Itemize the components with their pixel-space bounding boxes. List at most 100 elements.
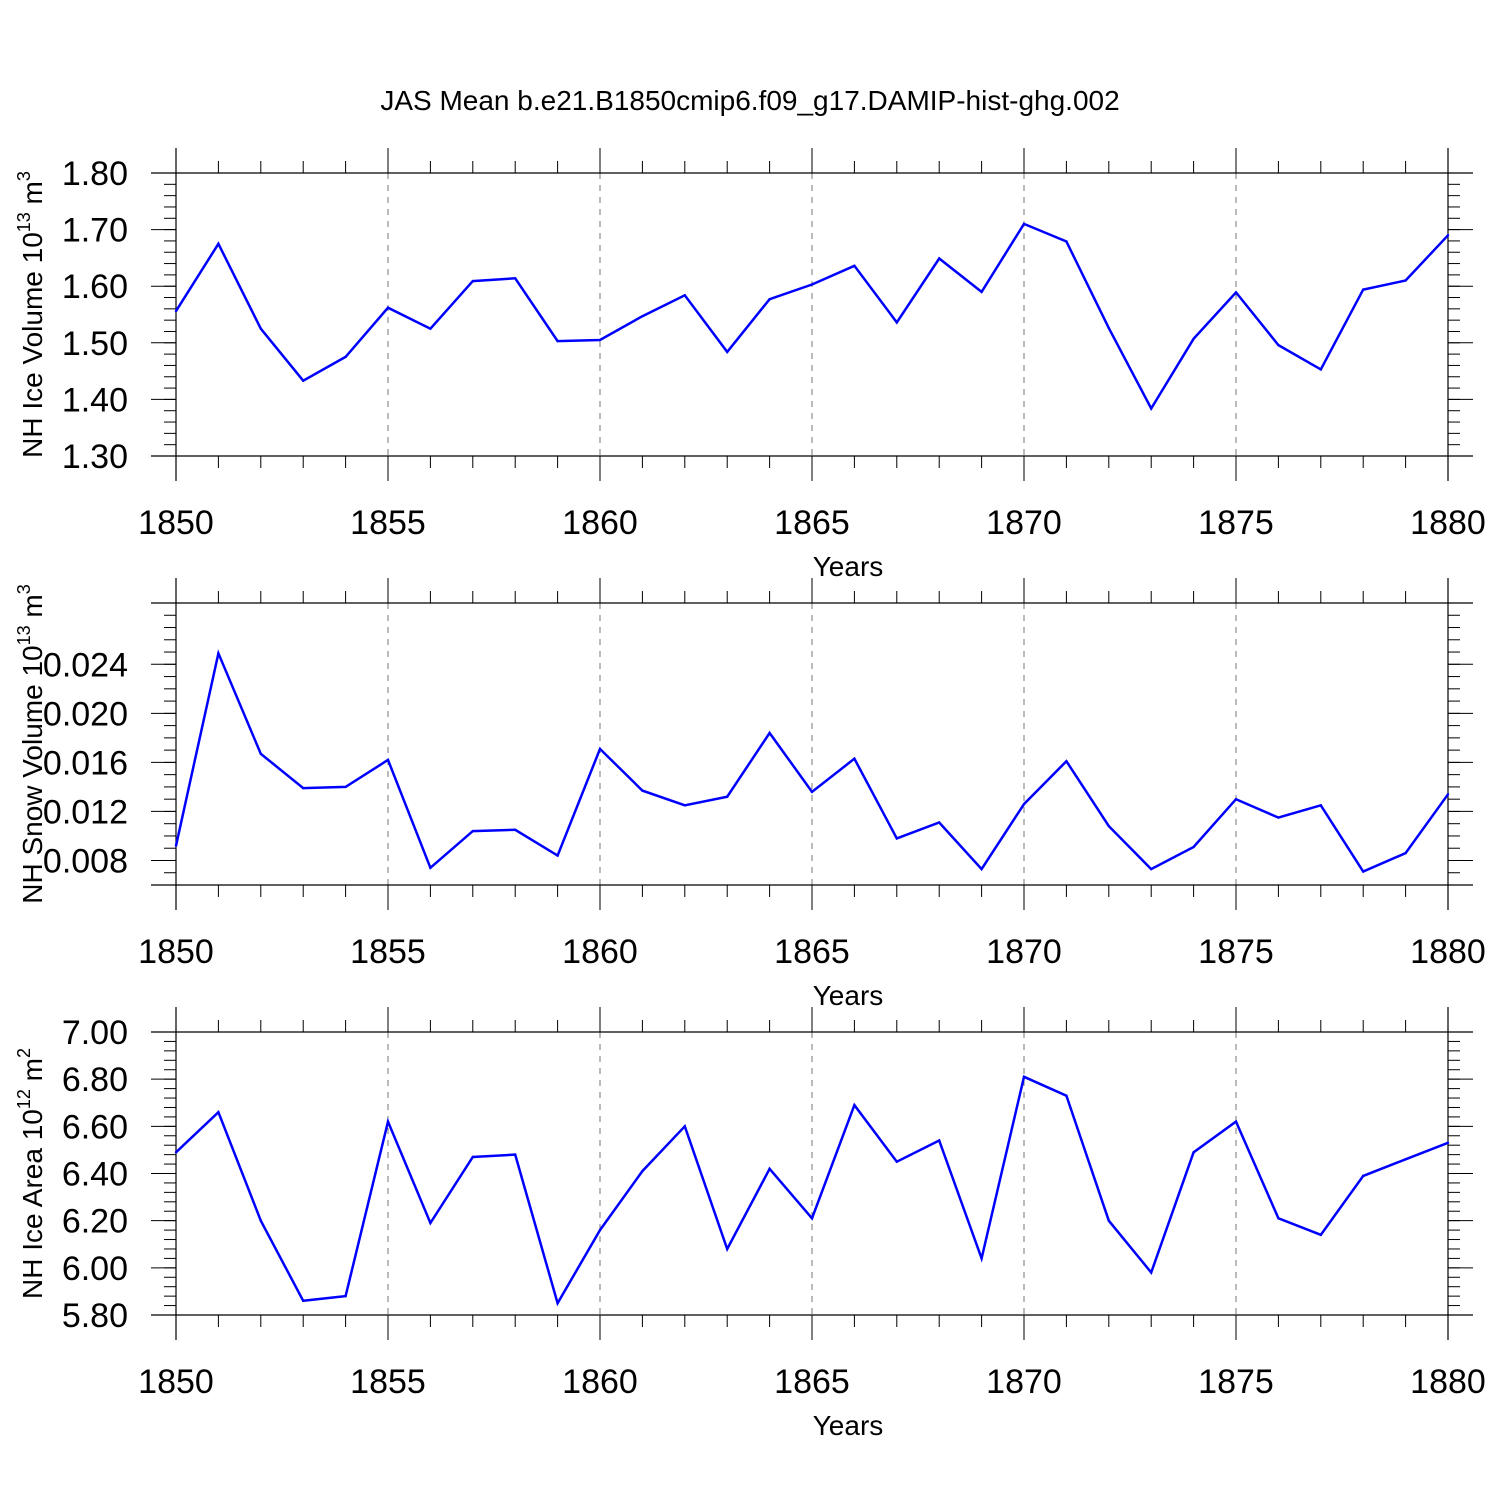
data-point bbox=[1277, 816, 1280, 819]
data-point bbox=[471, 1155, 474, 1159]
y-tick-label: 7.00 bbox=[62, 1014, 128, 1052]
x-tick-label: 1850 bbox=[138, 933, 214, 971]
data-point bbox=[895, 321, 898, 324]
panels: 1.30 1.40 1.50 1.60 1.70 1.80 1850 1855 1860 1865… bbox=[14, 148, 1486, 1441]
data-point bbox=[1150, 867, 1153, 871]
y-tick-label: 0.020 bbox=[43, 695, 128, 733]
x-tick-label: 1870 bbox=[986, 933, 1062, 971]
data-point bbox=[853, 757, 856, 760]
y-tick-label: 5.80 bbox=[62, 1297, 128, 1335]
data-point bbox=[726, 795, 729, 798]
data-point bbox=[598, 1228, 602, 1232]
data-point bbox=[556, 854, 559, 857]
data-point bbox=[344, 785, 347, 789]
data-point bbox=[1319, 804, 1323, 807]
data-point bbox=[217, 1110, 220, 1114]
x-tick-label: 1850 bbox=[138, 1363, 214, 1401]
chart-panel-3: 5.80 6.00 6.20 6.40 6.60 6.80 7.00 1850 1855 1860… bbox=[14, 1007, 1486, 1441]
data-point bbox=[1404, 1158, 1407, 1161]
chart-panel-1: 1.30 1.40 1.50 1.60 1.70 1.80 1850 1855 1860 1865… bbox=[14, 148, 1486, 582]
data-point bbox=[302, 1299, 305, 1303]
y-tick-label: 0.016 bbox=[43, 744, 128, 782]
x-tick-label: 1870 bbox=[986, 504, 1062, 542]
figure-title: JAS Mean b.e21.B1850cmip6.f09_g17.DAMIP-… bbox=[380, 85, 1119, 116]
data-point bbox=[1192, 845, 1195, 849]
data-point bbox=[683, 294, 686, 297]
x-tick-label: 1875 bbox=[1198, 933, 1274, 971]
y-tick-label: 1.50 bbox=[62, 325, 128, 363]
y-axis-label: NH Ice Area 1012 m2 bbox=[14, 1048, 48, 1299]
data-point bbox=[429, 327, 432, 330]
data-point bbox=[980, 290, 983, 294]
x-tick-label: 1875 bbox=[1198, 1363, 1274, 1401]
data-point bbox=[1319, 1233, 1323, 1237]
data-point bbox=[1404, 279, 1407, 282]
x-tick-label: 1855 bbox=[350, 1363, 426, 1401]
data-point bbox=[1234, 797, 1238, 801]
data-point bbox=[259, 752, 262, 756]
data-point bbox=[344, 355, 347, 359]
data-point bbox=[641, 1169, 644, 1173]
data-point bbox=[1362, 288, 1365, 291]
data-point bbox=[980, 867, 983, 871]
data-point bbox=[598, 747, 602, 751]
data-point bbox=[386, 758, 390, 762]
data-point bbox=[1192, 1151, 1195, 1154]
data-point bbox=[641, 314, 644, 318]
data-point bbox=[302, 786, 305, 790]
data-point bbox=[344, 1294, 347, 1298]
data-point bbox=[514, 277, 517, 280]
data-point bbox=[683, 804, 686, 807]
data-point bbox=[1277, 343, 1280, 347]
y-tick-label: 0.024 bbox=[43, 646, 128, 684]
data-point bbox=[726, 1247, 729, 1251]
data-point bbox=[810, 1217, 814, 1220]
x-tick-label: 1855 bbox=[350, 933, 426, 971]
data-point bbox=[302, 379, 305, 382]
data-point bbox=[259, 1219, 262, 1222]
x-axis-label: Years bbox=[813, 551, 884, 582]
data-point bbox=[429, 1221, 432, 1225]
data-point bbox=[938, 1139, 941, 1142]
data-point bbox=[938, 821, 941, 824]
x-tick-label: 1860 bbox=[562, 504, 638, 542]
data-point bbox=[895, 1160, 898, 1163]
data-point bbox=[514, 1153, 517, 1156]
data-point bbox=[556, 339, 559, 343]
data-point bbox=[174, 844, 178, 847]
data-point bbox=[1234, 1120, 1238, 1123]
data-point bbox=[429, 866, 432, 870]
data-point bbox=[174, 1151, 178, 1154]
x-tick-label: 1850 bbox=[138, 504, 214, 542]
data-point bbox=[1022, 802, 1026, 806]
data-point bbox=[768, 1167, 771, 1170]
y-tick-label: 1.80 bbox=[62, 155, 128, 193]
x-tick-label: 1860 bbox=[562, 1363, 638, 1401]
data-point bbox=[174, 309, 178, 313]
data-point bbox=[1022, 222, 1026, 226]
data-point bbox=[1065, 240, 1068, 243]
data-point bbox=[853, 264, 856, 268]
y-axis-label: NH Snow Volume 1013 m3 bbox=[14, 584, 48, 904]
data-point bbox=[768, 298, 771, 301]
data-point bbox=[386, 1120, 390, 1123]
y-tick-label: 6.40 bbox=[62, 1156, 128, 1194]
data-point bbox=[217, 242, 220, 245]
data-point bbox=[641, 789, 644, 792]
data-point bbox=[683, 1125, 686, 1128]
x-tick-label: 1875 bbox=[1198, 504, 1274, 542]
data-point bbox=[726, 350, 729, 354]
x-tick-label: 1865 bbox=[774, 504, 850, 542]
data-point bbox=[810, 790, 814, 794]
x-tick-label: 1870 bbox=[986, 1363, 1062, 1401]
data-point bbox=[853, 1103, 856, 1107]
y-tick-label: 1.30 bbox=[62, 438, 128, 476]
x-axis-label: Years bbox=[813, 980, 884, 1011]
y-tick-label: 0.012 bbox=[43, 793, 128, 831]
chart-panel-2: 0.008 0.012 0.016 0.020 0.024 1850 1855 1860 186… bbox=[14, 578, 1486, 1011]
x-tick-label: 1865 bbox=[774, 933, 850, 971]
data-point bbox=[259, 327, 262, 330]
data-point bbox=[1107, 824, 1111, 828]
data-point bbox=[1107, 326, 1111, 330]
